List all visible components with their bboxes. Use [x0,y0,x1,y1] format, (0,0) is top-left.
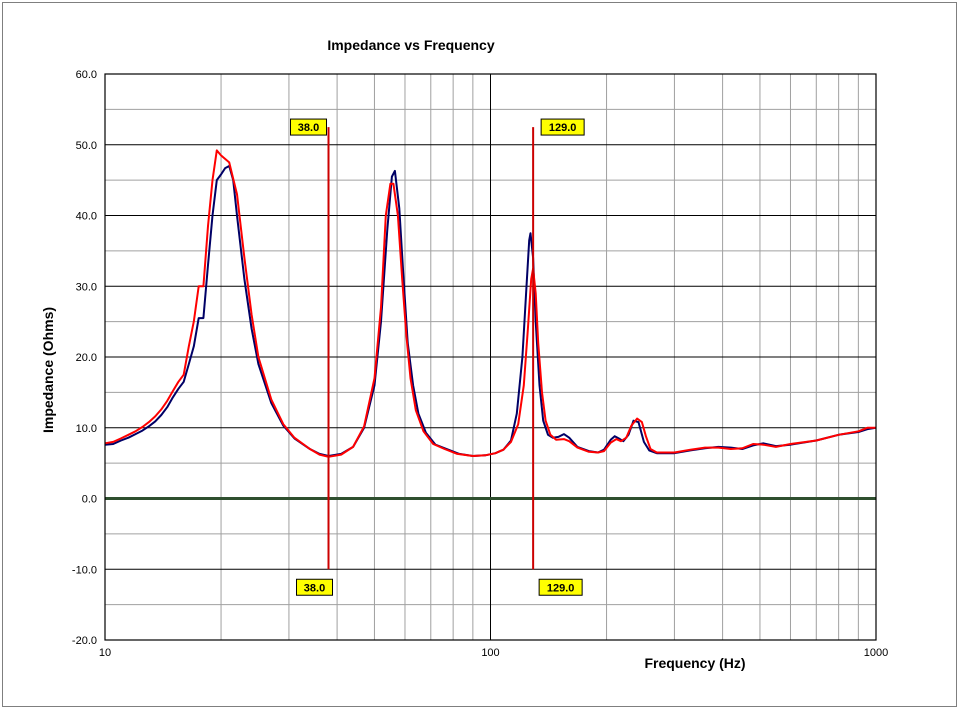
y-tick-label: -10.0 [72,564,97,576]
x-tick-label: 10 [99,647,111,659]
marker-label-box [296,578,334,596]
y-tick-label: 60.0 [76,69,97,81]
marker-group: 38.0 38.0 129.0 129.0 [290,118,585,596]
marker-label: 129.0 [549,122,577,134]
y-tick-labels: 60.0 50.0 40.0 30.0 20.0 10.0 0.0 -10.0 -20.0 [72,69,97,647]
y-axis-label: Impedance (Ohms) [40,307,56,433]
x-axis-label: Frequency (Hz) [644,655,745,671]
chart-title: Impedance vs Frequency [327,37,495,53]
y-tick-label: 0.0 [82,494,97,506]
marker-label-box [290,118,328,136]
series-group [104,149,877,458]
x-tick-labels: 10 100 1000 [99,647,888,659]
marker-label-box [538,578,583,596]
y-tick-label: 30.0 [76,281,97,293]
y-tick-label: 50.0 [76,140,97,152]
marker-label: 38.0 [298,122,319,134]
marker-label-box [540,118,585,136]
marker-label: 38.0 [304,582,325,594]
y-tick-label: 40.0 [76,211,97,223]
y-tick-label: -20.0 [72,635,97,647]
marker-label: 129.0 [547,582,575,594]
y-tick-label: 20.0 [76,352,97,364]
plot-area-border [104,73,877,641]
series-b-line [104,149,876,458]
x-tick-label: 100 [481,647,499,659]
y-tick-label: 10.0 [76,423,97,435]
x-tick-label: 1000 [864,647,888,659]
